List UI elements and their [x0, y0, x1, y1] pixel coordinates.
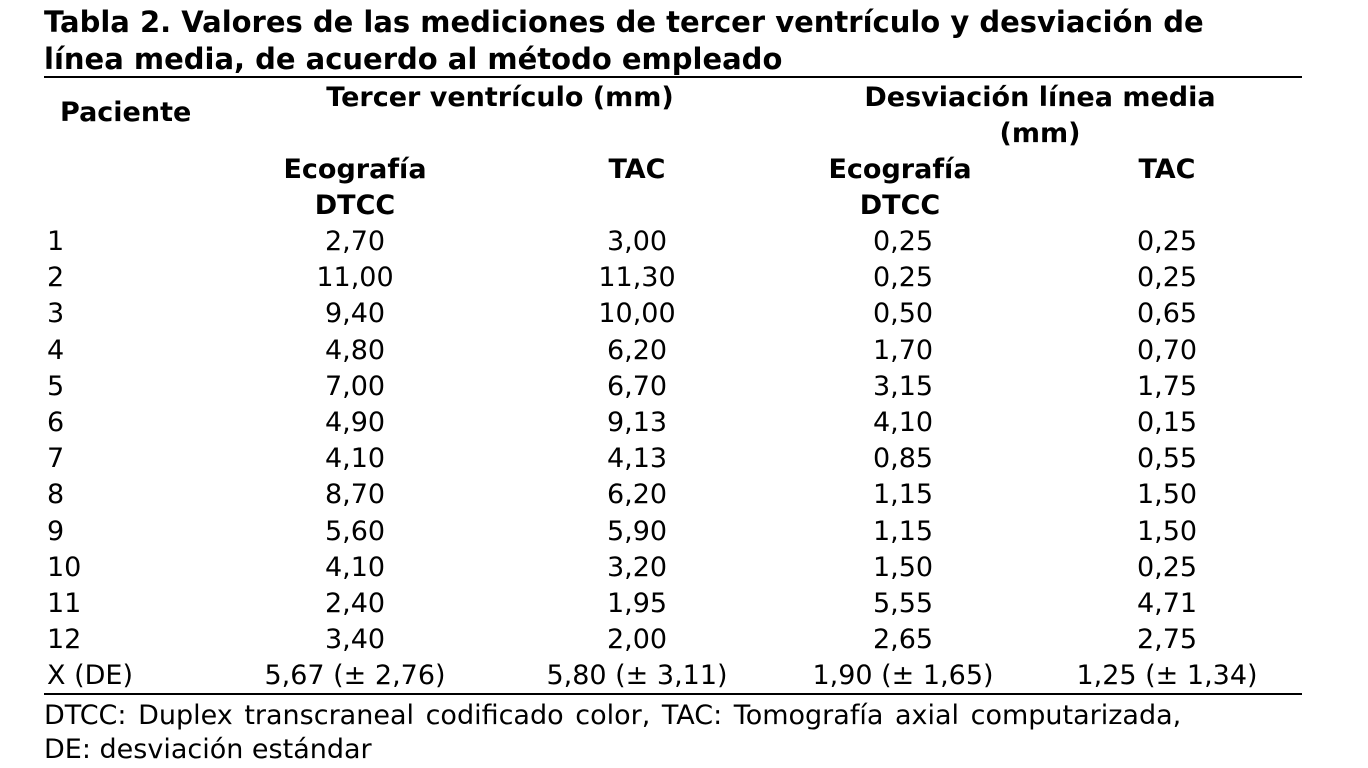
row-label: 10 — [47, 551, 82, 583]
cell: 2,75 — [1136, 624, 1198, 656]
cell: 9,40 — [324, 298, 386, 330]
row-label: X (DE) — [47, 660, 133, 692]
cell: 1,15 — [872, 515, 934, 547]
cell: 5,67 (± 2,76) — [264, 660, 446, 692]
cell: 6,70 — [606, 370, 668, 402]
row-label: 1 — [47, 226, 65, 257]
cell: 6,20 — [606, 334, 668, 366]
cell: 5,55 — [872, 588, 934, 619]
cell: 0,15 — [1136, 407, 1198, 438]
cell: 0,25 — [1136, 551, 1198, 583]
cell: 2,40 — [324, 588, 386, 619]
cell: 0,25 — [872, 226, 934, 257]
cell: 5,90 — [606, 515, 668, 547]
cell: 11,00 — [316, 262, 394, 294]
rule — [44, 693, 1302, 695]
row-label: 5 — [47, 370, 65, 402]
cell: 1,50 — [1136, 479, 1198, 511]
cell: 10,00 — [598, 298, 676, 330]
cell: 4,71 — [1136, 588, 1198, 619]
row-label: 6 — [47, 407, 65, 438]
cell: 5,80 (± 3,11) — [546, 660, 728, 692]
row-label: 11 — [47, 588, 82, 619]
cell: 1,95 — [606, 588, 668, 619]
cell: 1,15 — [872, 479, 934, 511]
sub-header: Ecografía DTCC — [828, 154, 972, 221]
cell: 4,10 — [324, 443, 386, 475]
sub-header: Ecografía DTCC — [283, 154, 427, 221]
footnote: DTCC: Duplex transcraneal codificado col… — [44, 700, 1182, 731]
cell: 1,50 — [1136, 515, 1198, 547]
header: Desviación línea media (mm) — [864, 82, 1216, 149]
cell: 7,00 — [324, 370, 386, 402]
cell: 1,70 — [872, 334, 934, 366]
cell: 1,90 (± 1,65) — [812, 660, 994, 692]
cell: 4,90 — [324, 407, 386, 438]
row-label: 7 — [47, 443, 65, 475]
cell: 0,55 — [1136, 443, 1198, 475]
sub-header: TAC — [1138, 154, 1196, 185]
row-label: 2 — [47, 262, 65, 294]
row-label: 4 — [47, 334, 65, 366]
title-line: Tabla 2. Valores de las mediciones de te… — [44, 5, 1204, 39]
cell: 1,50 — [872, 551, 934, 583]
cell: 0,25 — [1136, 226, 1198, 257]
cell: 4,10 — [872, 407, 934, 438]
cell: 11,30 — [598, 262, 676, 294]
row-label: 3 — [47, 298, 65, 330]
rule — [44, 76, 1302, 78]
row-label: 8 — [47, 479, 65, 511]
cell: 0,85 — [872, 443, 934, 475]
cell: 4,13 — [606, 443, 668, 475]
sub-header: TAC — [608, 154, 666, 185]
cell: 4,80 — [324, 334, 386, 366]
header: Tercer ventrículo (mm) — [326, 82, 674, 113]
cell: 6,20 — [606, 479, 668, 511]
cell: 9,13 — [606, 407, 668, 438]
cell: 3,15 — [872, 370, 934, 402]
cell: 5,60 — [324, 515, 386, 547]
cell: 1,75 — [1136, 370, 1198, 402]
row-label: 9 — [47, 515, 65, 547]
row-label: 12 — [47, 624, 82, 656]
cell: 0,25 — [872, 262, 934, 294]
cell: 3,00 — [606, 226, 668, 257]
cell: 2,70 — [324, 226, 386, 257]
footnote: DE: desviación estándar — [44, 734, 372, 765]
cell: 3,20 — [606, 551, 668, 583]
cell: 0,50 — [872, 298, 934, 330]
header: Paciente — [60, 97, 192, 128]
cell: 2,65 — [872, 624, 934, 656]
cell: 1,25 (± 1,34) — [1076, 660, 1258, 692]
cell: 0,70 — [1136, 334, 1198, 366]
cell: 8,70 — [324, 479, 386, 511]
cell: 4,10 — [324, 551, 386, 583]
cell: 0,65 — [1136, 298, 1198, 330]
cell: 2,00 — [606, 624, 668, 656]
cell: 0,25 — [1136, 262, 1198, 294]
title-line: línea media, de acuerdo al método emplea… — [44, 42, 783, 76]
cell: 3,40 — [324, 624, 386, 656]
